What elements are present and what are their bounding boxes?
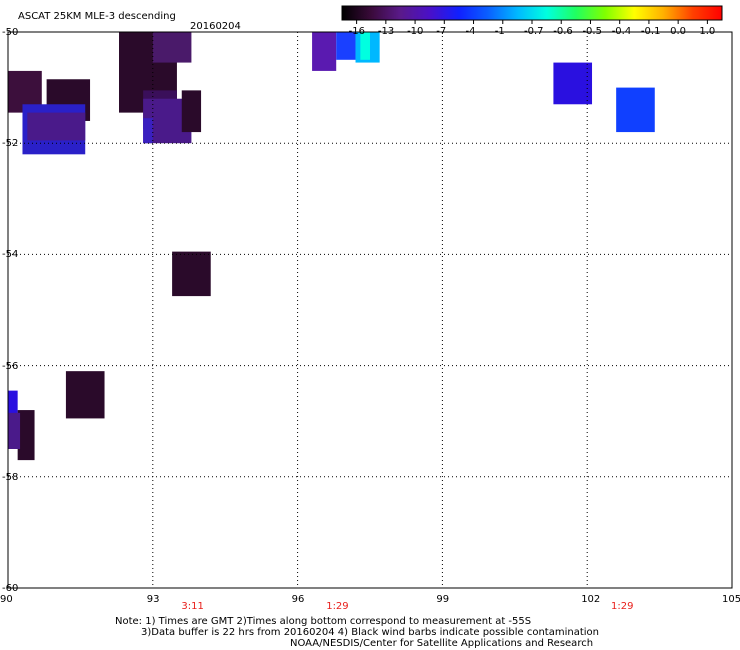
pass-time-label: 1:29 bbox=[326, 601, 349, 612]
colorbar-tick-label: 0.0 bbox=[670, 26, 687, 37]
data-cell-13 bbox=[360, 32, 370, 60]
note-line-2: 3)Data buffer is 22 hrs from 20160204 4)… bbox=[141, 627, 599, 638]
lat-tick-label: -60 bbox=[2, 583, 19, 594]
lat-tick-label: -54 bbox=[2, 249, 19, 261]
colorbar-tick-label: -13 bbox=[377, 26, 395, 37]
colorbar bbox=[341, 5, 723, 24]
data-cell-10 bbox=[312, 32, 337, 71]
pass-time-label: 1:29 bbox=[610, 601, 634, 612]
data-cell-18 bbox=[8, 390, 18, 422]
grid-layer bbox=[7, 31, 733, 589]
data-cell-5 bbox=[152, 32, 192, 63]
data-cell-11 bbox=[336, 32, 356, 60]
colorbar-gradient bbox=[341, 5, 723, 21]
cells-layer bbox=[8, 32, 655, 461]
colorbar-tick-label: -10 bbox=[407, 26, 424, 37]
date-label: 20160204 bbox=[190, 21, 241, 32]
lon-tick-label: 90 bbox=[0, 594, 13, 605]
product-title: ASCAT 25KM MLE-3 descending bbox=[18, 11, 176, 22]
colorbar-tick-label: -0.1 bbox=[640, 26, 661, 37]
map-frame bbox=[7, 31, 733, 589]
colorbar-tick-label: -0.5 bbox=[582, 26, 602, 37]
colorbar-tick-label: -0.7 bbox=[524, 26, 544, 37]
data-cell-16 bbox=[172, 251, 211, 297]
lon-tick-label: 93 bbox=[146, 594, 160, 605]
pass-time-label: 3:11 bbox=[181, 601, 204, 612]
data-cell-17 bbox=[65, 371, 105, 419]
lat-tick-label: -52 bbox=[2, 138, 19, 150]
lon-tick-label: 102 bbox=[581, 594, 601, 605]
data-cell-20 bbox=[8, 412, 21, 449]
note-line-1: Note: 1) Times are GMT 2)Times along bot… bbox=[115, 616, 532, 627]
data-cell-3 bbox=[27, 112, 86, 141]
lon-tick-label: 96 bbox=[291, 594, 305, 605]
lat-tick-label: -56 bbox=[2, 360, 19, 372]
note-line-3: NOAA/NESDIS/Center for Satellite Applica… bbox=[290, 638, 594, 649]
data-cell-8 bbox=[181, 90, 202, 133]
lon-tick-label: 105 bbox=[722, 594, 740, 605]
colorbar-tick-label: -1 bbox=[494, 26, 505, 37]
colorbar-tick-label: -16 bbox=[348, 26, 365, 37]
colorbar-tick-label: -0.6 bbox=[553, 26, 573, 37]
colorbar-tick-label: 1.0 bbox=[699, 26, 716, 37]
data-cell-9 bbox=[143, 118, 153, 144]
colorbar-tick-label: -4 bbox=[465, 26, 476, 37]
data-cell-14 bbox=[553, 62, 593, 105]
lat-tick-label: -58 bbox=[2, 471, 19, 483]
data-cell-15 bbox=[616, 87, 655, 133]
lat-tick-label: -50 bbox=[2, 27, 19, 38]
colorbar-tick-label: -0.4 bbox=[611, 26, 632, 37]
lon-tick-label: 99 bbox=[436, 594, 450, 605]
data-cell-19 bbox=[17, 410, 35, 461]
colorbar-tick-label: -7 bbox=[436, 26, 447, 37]
